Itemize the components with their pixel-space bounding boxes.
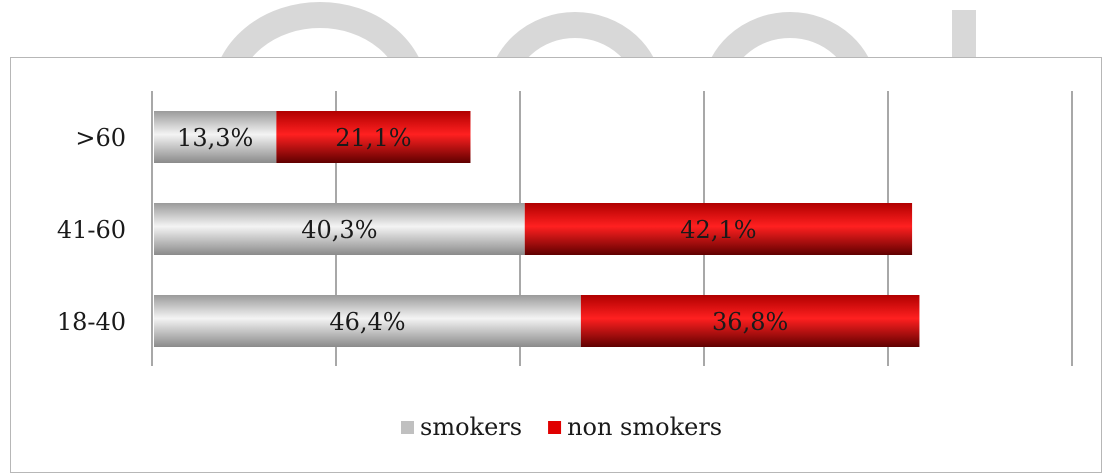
watermark xyxy=(0,0,1104,57)
bar-non-smokers-3 xyxy=(580,295,920,347)
bar-non-smokers-1 xyxy=(276,111,471,163)
chart-frame: 13,3% 21,1% 40,3% 42,1% 46,4% 36,8% >60 41-60 1… xyxy=(10,57,1102,473)
data-label-smokers-1: 13,3% xyxy=(177,124,253,152)
data-label-non-smokers-3: 36,8% xyxy=(712,308,788,336)
legend-swatch-smokers xyxy=(401,421,414,434)
data-label-non-smokers-2: 42,1% xyxy=(680,216,756,244)
bar-non-smokers-2 xyxy=(524,203,913,255)
category-label: 18-40 xyxy=(57,308,126,336)
bar-smokers-2 xyxy=(154,203,525,255)
bar-chart: 13,3% 21,1% 40,3% 42,1% 46,4% 36,8% >60 41-60 1… xyxy=(57,91,1073,441)
legend-label-smokers: smokers xyxy=(420,413,522,441)
data-label-non-smokers-1: 21,1% xyxy=(335,124,411,152)
category-label: >60 xyxy=(75,124,126,152)
legend: smokers non smokers xyxy=(401,413,722,441)
watermark-shapes xyxy=(221,2,976,57)
data-label-smokers-2: 40,3% xyxy=(301,216,377,244)
data-label-smokers-3: 46,4% xyxy=(329,308,405,336)
category-label: 41-60 xyxy=(57,216,126,244)
category-labels: >60 41-60 18-40 xyxy=(57,124,126,336)
bar-smokers-3 xyxy=(154,295,581,347)
legend-swatch-non-smokers xyxy=(548,421,562,434)
legend-label-non-smokers: non smokers xyxy=(567,413,722,441)
bars: 13,3% 21,1% 40,3% 42,1% 46,4% 36,8% xyxy=(154,111,920,347)
bar-smokers-1 xyxy=(154,111,277,163)
